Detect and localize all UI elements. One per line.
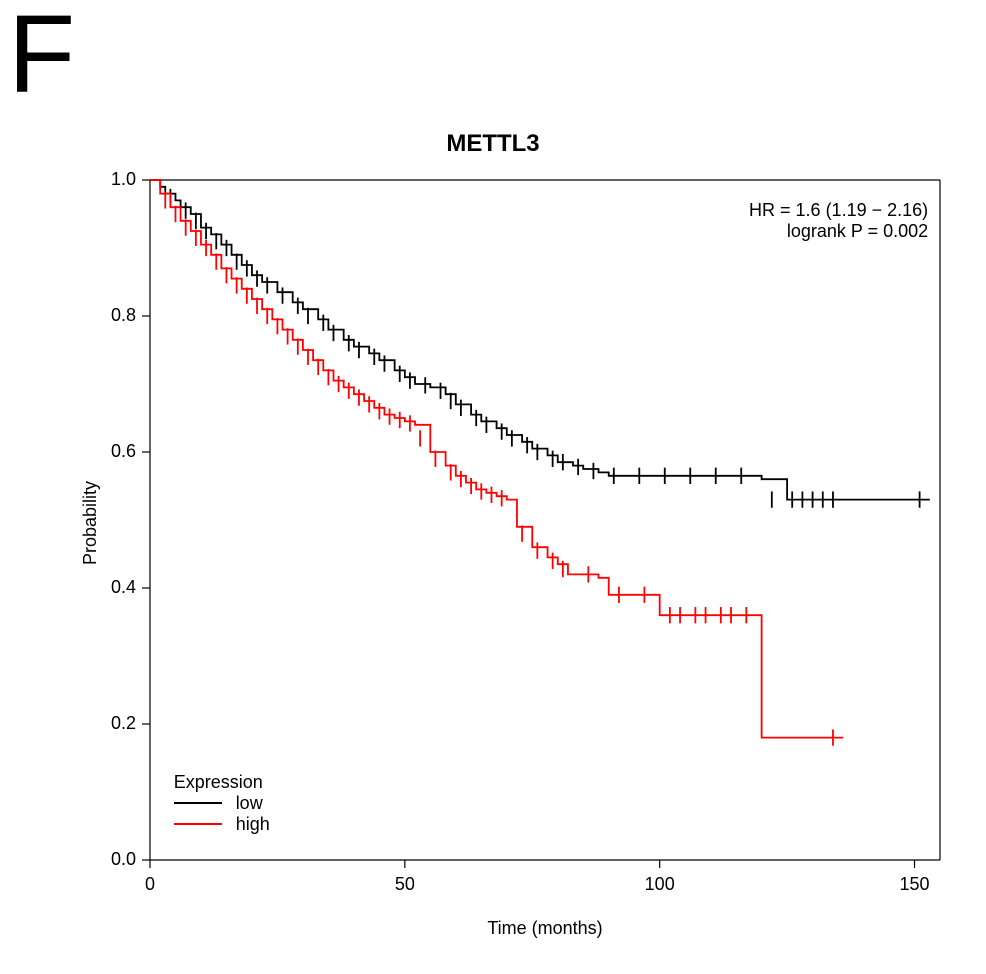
y-tick-label: 0.2 xyxy=(111,713,136,734)
x-tick-label: 150 xyxy=(900,874,930,895)
x-tick-label: 100 xyxy=(645,874,675,895)
legend-swatch xyxy=(174,802,222,804)
km-curve-high xyxy=(150,180,843,738)
legend-title: Expression xyxy=(174,772,270,793)
legend-item: low xyxy=(174,793,270,814)
y-tick-label: 1.0 xyxy=(111,169,136,190)
legend-item: high xyxy=(174,814,270,835)
km-plot-area xyxy=(150,180,940,860)
legend: Expressionlowhigh xyxy=(174,772,270,835)
x-axis-label: Time (months) xyxy=(150,918,940,939)
hr-annotation: HR = 1.6 (1.19 − 2.16) logrank P = 0.002 xyxy=(150,200,928,242)
x-tick-label: 50 xyxy=(390,874,420,895)
legend-label: high xyxy=(236,814,270,835)
legend-swatch xyxy=(174,823,222,825)
y-tick-label: 0.6 xyxy=(111,441,136,462)
y-axis-label: Probability xyxy=(80,481,101,565)
y-tick-label: 0.4 xyxy=(111,577,136,598)
figure-panel: F METTL3 Probability Time (months) HR = … xyxy=(0,0,986,974)
x-tick-label: 0 xyxy=(135,874,165,895)
panel-letter: F xyxy=(8,0,75,110)
legend-label: low xyxy=(236,793,263,814)
y-tick-label: 0.0 xyxy=(111,849,136,870)
chart-title: METTL3 xyxy=(0,130,986,158)
y-tick-label: 0.8 xyxy=(111,305,136,326)
